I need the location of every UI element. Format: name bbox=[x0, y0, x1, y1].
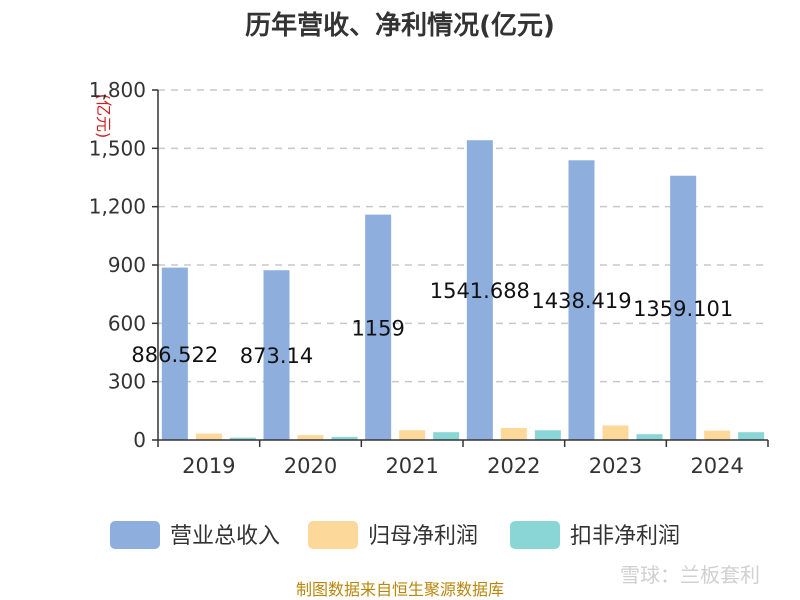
chart-title: 历年营收、净利情况(亿元) bbox=[245, 10, 555, 41]
source-note: 制图数据来自恒生聚源数据库 bbox=[296, 580, 504, 599]
bars-layer bbox=[161, 140, 765, 441]
x-tick-label: 2021 bbox=[385, 454, 438, 478]
bar-1[interactable] bbox=[365, 214, 392, 440]
bar-1[interactable] bbox=[161, 267, 188, 440]
x-tick-label: 2022 bbox=[487, 454, 540, 478]
y-tick-label: 600 bbox=[108, 311, 146, 335]
bar-3[interactable] bbox=[738, 432, 765, 440]
bar-3[interactable] bbox=[229, 437, 256, 440]
legend-label[interactable]: 扣非净利润 bbox=[570, 524, 680, 549]
legend[interactable]: 营业总收入 归母净利润 扣非净利润 bbox=[110, 521, 680, 549]
x-tick-label: 2023 bbox=[589, 454, 642, 478]
data-label: 1541.688 bbox=[430, 279, 530, 303]
bar-1[interactable] bbox=[670, 175, 697, 441]
data-label: 873.14 bbox=[240, 344, 313, 368]
legend-swatch[interactable] bbox=[510, 521, 560, 549]
y-tick-label: 1,500 bbox=[89, 136, 146, 160]
x-tick-label: 2019 bbox=[182, 454, 235, 478]
y-axis-unit: (亿元) bbox=[94, 94, 113, 139]
data-label: 886.522 bbox=[131, 343, 218, 367]
legend-swatch[interactable] bbox=[308, 521, 358, 549]
data-label: 1159 bbox=[351, 316, 404, 340]
bar-3[interactable] bbox=[331, 436, 358, 440]
bar-3[interactable] bbox=[636, 434, 663, 440]
bar-3[interactable] bbox=[534, 430, 561, 440]
y-tick-label: 300 bbox=[108, 370, 146, 394]
legend-swatch[interactable] bbox=[110, 521, 160, 549]
watermark: 雪球：兰板套利 bbox=[620, 563, 760, 587]
y-tick-label: 1,800 bbox=[89, 78, 146, 102]
grid-layer bbox=[158, 89, 768, 383]
bar-2[interactable] bbox=[195, 433, 222, 440]
y-tick-label: 1,200 bbox=[89, 195, 146, 219]
axis-layer: 0 300 600 900 1,200 1,500 1,800 2019 2020 2021 202… bbox=[89, 78, 769, 478]
bar-1[interactable] bbox=[568, 160, 595, 440]
bar-1[interactable] bbox=[263, 270, 290, 440]
x-tick-label: 2020 bbox=[284, 454, 337, 478]
legend-label[interactable]: 营业总收入 bbox=[170, 524, 280, 549]
bar-1[interactable] bbox=[466, 140, 493, 440]
data-label: 1438.419 bbox=[531, 289, 631, 313]
x-tick-label: 2024 bbox=[690, 454, 743, 478]
y-tick-label: 0 bbox=[133, 428, 146, 452]
bar-2[interactable] bbox=[704, 430, 731, 440]
data-label: 1359.101 bbox=[633, 297, 733, 321]
bar-3[interactable] bbox=[433, 432, 460, 440]
bar-2[interactable] bbox=[602, 425, 629, 440]
y-tick-label: 900 bbox=[108, 253, 146, 277]
labels-layer: 886.522 873.14 1159 1541.688 1438.419 1359.10… bbox=[131, 279, 733, 368]
bar-2[interactable] bbox=[500, 427, 527, 440]
legend-label[interactable]: 归母净利润 bbox=[368, 524, 478, 549]
bar-2[interactable] bbox=[399, 430, 426, 440]
bar-2[interactable] bbox=[297, 435, 324, 440]
